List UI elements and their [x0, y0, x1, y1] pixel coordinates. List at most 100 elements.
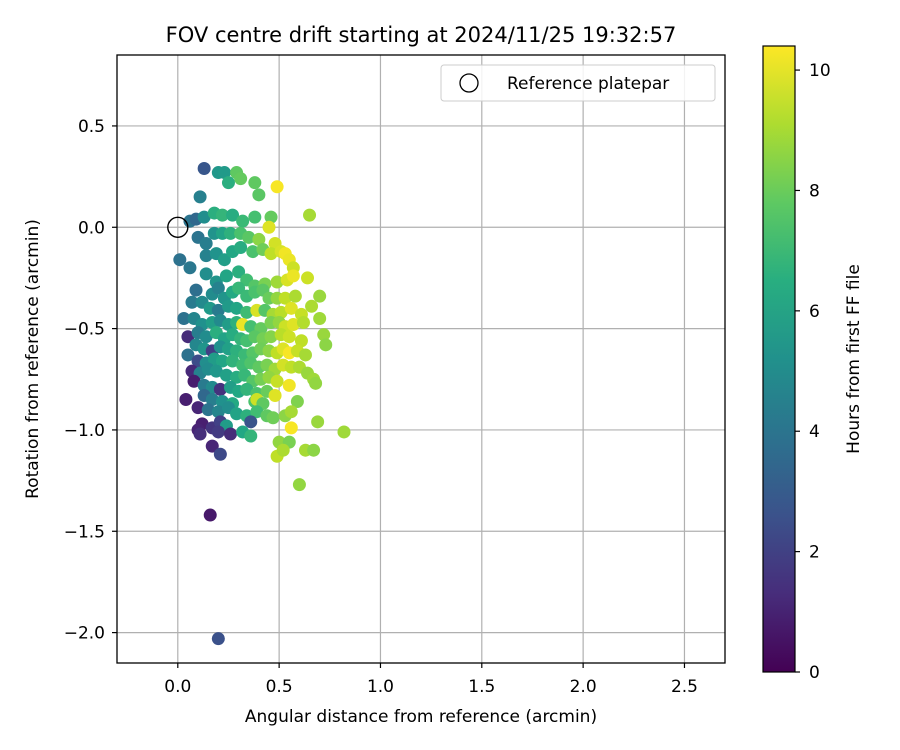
- data-point: [309, 376, 323, 390]
- data-point: [266, 411, 280, 425]
- plot-frame: [116, 54, 726, 664]
- colorbar-ticks: 0 2 4 6 8 10: [795, 61, 831, 683]
- data-point: [187, 374, 201, 388]
- data-point: [264, 210, 278, 224]
- data-point: [185, 295, 199, 309]
- data-point: [290, 395, 304, 409]
- data-point: [264, 247, 278, 261]
- data-point: [294, 334, 308, 348]
- data-point: [303, 208, 317, 222]
- data-point: [181, 330, 195, 344]
- data-point: [199, 330, 213, 344]
- data-point: [274, 305, 288, 319]
- data-point: [181, 348, 195, 362]
- data-point: [276, 443, 290, 457]
- data-point: [217, 253, 231, 267]
- data-point: [311, 415, 325, 429]
- data-point: [199, 267, 213, 281]
- data-point: [223, 226, 237, 240]
- data-point: [226, 208, 240, 222]
- data-point: [305, 299, 319, 313]
- data-point: [189, 283, 203, 297]
- reference-marker-layer: [167, 216, 189, 238]
- data-point: [230, 301, 244, 315]
- data-point: [199, 249, 213, 263]
- data-point: [219, 269, 233, 283]
- x-tick-label: 1.5: [468, 677, 495, 697]
- data-point: [298, 348, 312, 362]
- data-point: [177, 311, 191, 325]
- data-point: [248, 210, 262, 224]
- data-point: [240, 382, 254, 396]
- data-point: [215, 354, 229, 368]
- data-point: [262, 220, 276, 234]
- data-point: [217, 166, 231, 180]
- y-axis-label: Rotation from reference (arcmin): [23, 219, 43, 499]
- data-point: [301, 271, 315, 285]
- data-point: [286, 318, 300, 332]
- colorbar-tick-label: 4: [809, 422, 820, 442]
- data-point: [191, 401, 205, 415]
- data-point: [211, 303, 225, 317]
- data-point: [215, 208, 229, 222]
- y-tick-label: −2.0: [64, 624, 105, 644]
- data-point: [270, 180, 284, 194]
- data-point: [183, 261, 197, 275]
- data-point: [288, 289, 302, 303]
- data-point: [270, 374, 284, 388]
- data-point: [193, 427, 207, 441]
- colorbar-tick-label: 6: [809, 302, 820, 322]
- data-point: [234, 241, 248, 255]
- data-point: [244, 320, 258, 334]
- y-tick-label: −1.0: [64, 421, 105, 441]
- x-tick-label: 1.0: [367, 677, 394, 697]
- x-tick-label: 2.5: [671, 677, 698, 697]
- data-point: [250, 405, 264, 419]
- data-point: [193, 190, 207, 204]
- data-point: [211, 632, 225, 646]
- legend-marker-icon: [459, 73, 479, 93]
- data-point: [278, 291, 292, 305]
- colorbar-tick-label: 2: [809, 543, 820, 563]
- x-tick-label: 2.0: [570, 677, 597, 697]
- data-point: [221, 176, 235, 190]
- colorbar-gradient: [762, 45, 796, 673]
- data-point: [232, 281, 246, 295]
- x-axis-ticks: 0.0 0.5 1.0 1.5 2.0 2.5: [164, 663, 698, 697]
- data-point: [230, 407, 244, 421]
- data-point: [284, 301, 298, 315]
- y-tick-label: −0.5: [64, 320, 105, 340]
- data-point: [197, 161, 211, 175]
- data-point: [264, 330, 278, 344]
- y-axis-ticks: 0.5 0.0 −0.5 −1.0 −1.5 −2.0: [64, 117, 117, 644]
- data-point: [213, 382, 227, 396]
- data-point: [173, 253, 187, 267]
- data-point: [268, 388, 282, 402]
- colorbar-tick-label: 8: [809, 181, 820, 201]
- data-point: [296, 316, 310, 330]
- data-point: [201, 403, 215, 417]
- x-tick-label: 0.0: [164, 677, 191, 697]
- scatter-points: [173, 161, 351, 646]
- data-point: [240, 305, 254, 319]
- y-tick-label: 0.5: [78, 117, 105, 137]
- data-point: [211, 425, 225, 439]
- legend-box: [440, 64, 716, 102]
- data-point: [234, 172, 248, 186]
- legend: Reference platepar: [440, 64, 716, 102]
- data-point: [244, 415, 258, 429]
- data-point: [232, 265, 246, 279]
- data-point: [317, 328, 331, 342]
- data-point: [211, 281, 225, 295]
- chart-title: FOV centre drift starting at 2024/11/25 …: [166, 23, 677, 47]
- data-point: [248, 176, 262, 190]
- colorbar: 0 2 4 6 8 10 Hours from first FF file: [762, 45, 864, 683]
- x-axis-label: Angular distance from reference (arcmin): [245, 707, 597, 727]
- data-point: [337, 425, 351, 439]
- reference-platepar-marker: [167, 216, 189, 238]
- data-point: [313, 289, 327, 303]
- data-point: [205, 393, 219, 407]
- data-point: [244, 429, 258, 443]
- data-point: [282, 330, 296, 344]
- data-point: [282, 378, 296, 392]
